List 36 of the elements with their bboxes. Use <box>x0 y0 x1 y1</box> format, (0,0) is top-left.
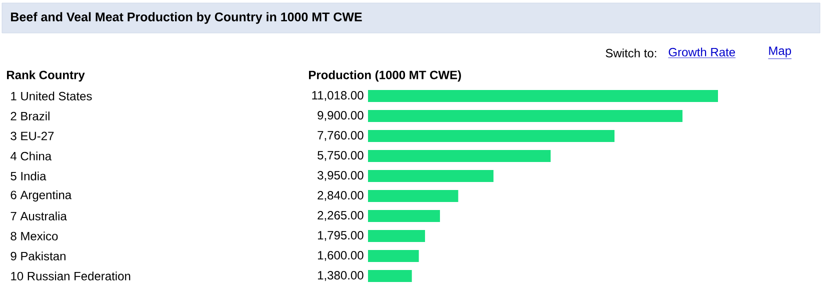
data-label: 5,750.00 <box>318 151 364 161</box>
text: Growth Rate <box>668 48 735 56</box>
bar <box>368 170 494 182</box>
data-label: 9,900.00 <box>318 111 364 121</box>
x-axis-title: Production (1000 MT CWE) <box>309 70 461 82</box>
bar <box>368 150 551 162</box>
y-tick-label: 10 Russian Federation <box>11 272 130 280</box>
y-tick-label: 8 Mexico <box>10 232 58 240</box>
bar <box>368 230 426 242</box>
y-axis-title: Rank Country <box>7 70 85 82</box>
y-tick-label: 2 Brazil <box>10 112 50 120</box>
text: Beef and Veal Meat Production by Country in 1000 MT CWE <box>11 12 362 24</box>
y-tick-label: 6 Argentina <box>10 190 72 202</box>
bar <box>368 250 419 262</box>
bar <box>368 190 458 202</box>
y-tick-label: 3 EU-27 <box>10 132 54 140</box>
data-label: 2,840.00 <box>318 191 364 201</box>
data-label: 1,795.00 <box>318 231 364 241</box>
data-label: 2,265.00 <box>318 211 364 221</box>
data-label: 7,760.00 <box>318 131 364 141</box>
y-tick-label: 7 Australia <box>10 212 67 220</box>
y-tick-label: 5 India <box>10 172 46 180</box>
data-label: 3,950.00 <box>318 171 364 181</box>
bar <box>368 210 440 222</box>
data-label: 1,600.00 <box>318 251 364 261</box>
y-tick-label: 4 China <box>10 152 52 160</box>
bar <box>368 130 614 142</box>
bar <box>368 90 718 102</box>
bar <box>368 270 412 282</box>
data-label: 1,380.00 <box>318 271 364 281</box>
y-tick-label: 9 Pakistan <box>10 252 66 260</box>
text: Map <box>769 46 792 58</box>
bar <box>368 110 682 122</box>
text: Switch to: <box>606 48 656 58</box>
data-label: 11,018.00 <box>312 91 364 101</box>
y-tick-label: 1 United States <box>11 92 92 100</box>
